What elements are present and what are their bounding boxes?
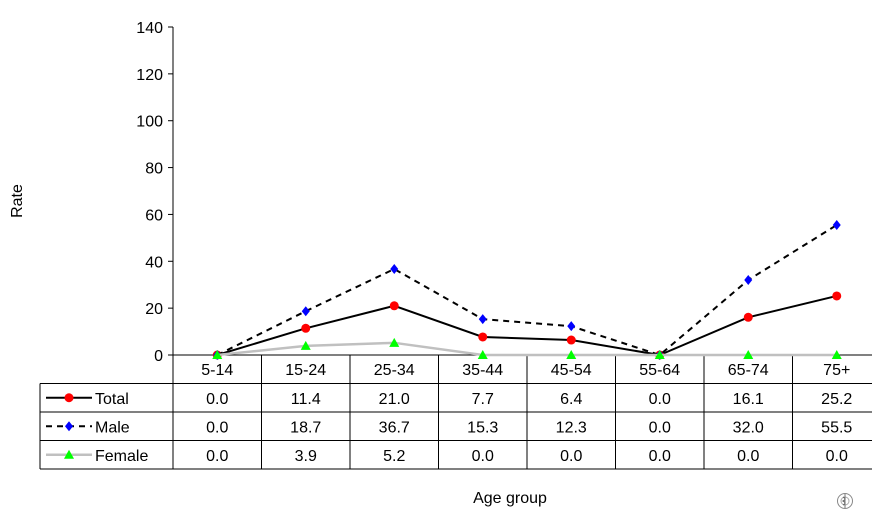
table-cell-value: 16.1 (733, 391, 764, 408)
table-cell-value: 3.9 (295, 448, 317, 465)
table-cell-value: 6.4 (560, 391, 582, 408)
table-cell-value: 55.5 (821, 419, 852, 436)
table-cell-value: 0.0 (560, 448, 582, 465)
table-cell-value: 5.2 (383, 448, 405, 465)
marker-point (831, 350, 842, 359)
table-cell-value: 21.0 (379, 391, 410, 408)
marker-point (566, 335, 576, 345)
x-category-label: 55-64 (639, 362, 680, 379)
table-cell-value: 0.0 (737, 448, 759, 465)
series-line-female (217, 341, 837, 357)
marker-point (65, 421, 73, 432)
table-cell-value: 0.0 (206, 391, 228, 408)
marker-point (390, 264, 399, 275)
marker-point (566, 350, 577, 359)
table-cell-value: 25.2 (821, 391, 852, 408)
legend-label-female: Female (95, 448, 148, 465)
table-cell-value: 0.0 (649, 391, 671, 408)
table-cell-value: 0.0 (649, 419, 671, 436)
legend-label-total: Total (95, 391, 129, 408)
table-cell-value: 36.7 (379, 419, 410, 436)
table-cell-value: 0.0 (472, 448, 494, 465)
x-category-label: 25-34 (374, 362, 415, 379)
y-tick-label: 100 (136, 114, 163, 131)
marker-point (832, 219, 841, 230)
x-category-label: 65-74 (728, 362, 769, 379)
marker-point (300, 340, 311, 350)
marker-point (832, 291, 842, 301)
y-tick-label: 60 (145, 207, 163, 224)
marker-point (567, 321, 576, 332)
x-axis-title: Age group (473, 490, 547, 507)
marker-point (212, 350, 223, 359)
marker-point (744, 275, 753, 286)
marker-point (64, 393, 74, 403)
marker-point (389, 301, 399, 311)
x-category-label: 45-54 (551, 362, 592, 379)
y-tick-label: 0 (154, 348, 163, 365)
marker-point (301, 323, 311, 333)
marker-point (478, 314, 487, 325)
table-cell-value: 0.0 (206, 419, 228, 436)
x-category-label: 5-14 (201, 362, 233, 379)
table-cell-value: 32.0 (733, 419, 764, 436)
table-cell-value: 0.0 (206, 448, 228, 465)
series-line-total (216, 294, 837, 357)
table-cell-value: 7.7 (472, 391, 494, 408)
marker-point (477, 350, 488, 359)
x-category-label: 75+ (823, 362, 850, 379)
x-category-label: 35-44 (462, 362, 503, 379)
table-cell-value: 12.3 (556, 419, 587, 436)
y-tick-label: 120 (136, 67, 163, 84)
y-tick-label: 40 (145, 254, 163, 271)
marker-point (743, 350, 754, 359)
table-cell-value: 0.0 (826, 448, 848, 465)
legend-label-male: Male (95, 419, 130, 436)
marker-point (301, 306, 310, 317)
y-tick-label: 80 (145, 161, 163, 178)
marker-point (478, 332, 488, 342)
table-cell-value: 0.0 (649, 448, 671, 465)
y-tick-label: 140 (136, 20, 163, 37)
table-cell-value: 15.3 (467, 419, 498, 436)
who-emblem-icon (837, 493, 853, 509)
y-axis-title: Rate (9, 184, 26, 218)
y-tick-label: 20 (145, 301, 163, 318)
marker-point (64, 449, 74, 459)
x-category-label: 15-24 (285, 362, 326, 379)
table-cell-value: 18.7 (290, 419, 321, 436)
series-line-male (216, 224, 838, 357)
table-cell-value: 11.4 (291, 391, 321, 408)
marker-point (654, 350, 665, 359)
marker-point (389, 337, 400, 347)
marker-point (743, 312, 753, 322)
